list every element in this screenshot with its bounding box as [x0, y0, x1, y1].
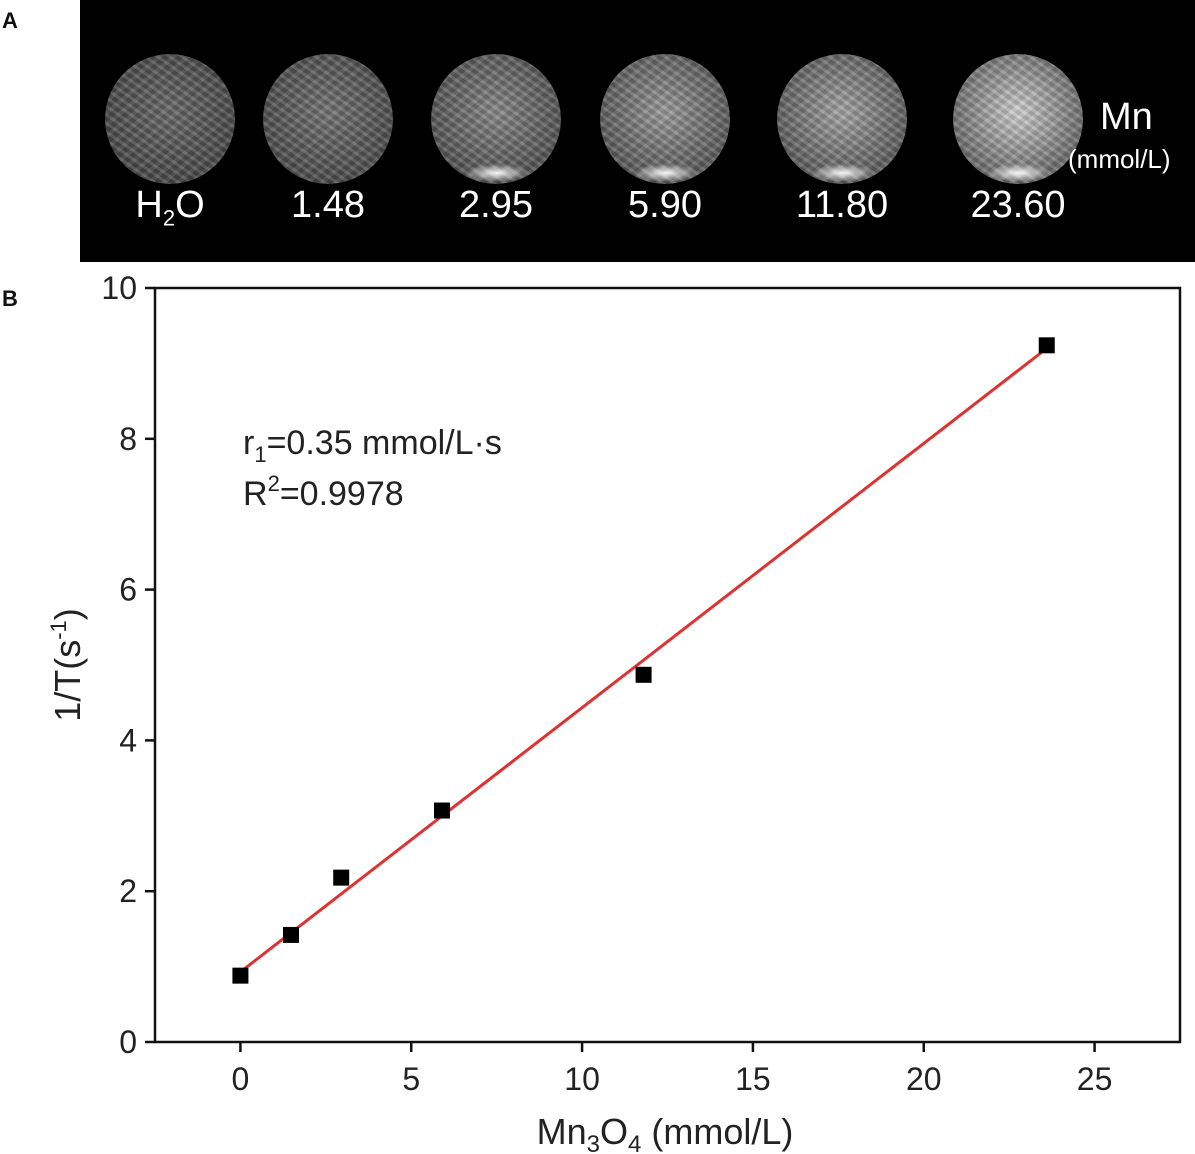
r1-annotation: r1=0.35 mmol/L·s [243, 424, 502, 467]
sample-highlight [632, 164, 698, 182]
sample-label: 2.95 [459, 184, 533, 226]
y-tick-label: 2 [119, 873, 137, 909]
fit-line [239, 347, 1048, 974]
data-point [282, 926, 299, 943]
sample-label-subscript: 2 [162, 205, 176, 231]
sample-label: 1.48 [291, 184, 365, 226]
panel-a-label: A [2, 8, 18, 33]
sample-texture [953, 54, 1083, 184]
x-tick-label: 10 [564, 1061, 600, 1097]
x-tick-label: 20 [906, 1061, 942, 1097]
sample-texture [600, 54, 730, 184]
unit-symbol: Mn [1100, 96, 1153, 138]
sample-label: 5.90 [628, 184, 702, 226]
sample-label: H2O [135, 184, 205, 231]
sample-fill [263, 54, 393, 184]
y-tick-label: 0 [119, 1024, 137, 1060]
sample-disc [777, 54, 907, 184]
data-point [232, 967, 249, 984]
r2-annotation: R2=0.9978 [243, 471, 404, 513]
x-tick-label: 5 [402, 1061, 420, 1097]
sample-highlight [809, 164, 875, 182]
data-point [434, 802, 450, 819]
unit-text: (mmol/L) [1068, 144, 1171, 174]
sample-fill [953, 54, 1083, 184]
sample-fill [777, 54, 907, 184]
x-axis: 0 5 10 15 20 25 [232, 1042, 1113, 1097]
sample-fill [600, 54, 730, 184]
y-tick-label: 10 [101, 270, 137, 306]
x-tick-label: 25 [1077, 1061, 1113, 1097]
y-tick-label: 6 [119, 572, 137, 608]
sample-texture [263, 54, 393, 184]
sample-disc [105, 54, 235, 184]
y-tick-label: 4 [119, 722, 137, 758]
y-axis: 0 2 4 6 8 10 [101, 270, 155, 1060]
panel-b-label: B [2, 286, 18, 311]
x-tick-label: 15 [735, 1061, 771, 1097]
points-layer [232, 337, 1055, 984]
fit-layer [239, 347, 1048, 974]
x-axis-title: Mn3O4 (mmol/L) [537, 1111, 794, 1154]
x-tick-label: 0 [232, 1061, 250, 1097]
sample-disc [600, 54, 730, 184]
sample-highlight [463, 164, 529, 182]
sample-disc [431, 54, 561, 184]
sample-disc [263, 54, 393, 184]
sample-label: 23.60 [970, 184, 1066, 226]
sample-label: 11.80 [795, 184, 889, 226]
sample-highlight [985, 164, 1051, 182]
sample-texture [777, 54, 907, 184]
plot-frame [153, 286, 1182, 1044]
mri-image-panel: H2O 1.48 2.95 5.90 11.80 23.60 Mn (mmol/L) [80, 0, 1195, 262]
sample-texture [105, 54, 235, 184]
sample-disc [953, 54, 1083, 184]
data-point [333, 869, 350, 886]
sample-texture [431, 54, 561, 184]
data-point [1038, 337, 1055, 354]
relaxivity-chart: 0 2 4 6 8 10 0 5 10 15 20 25 r1=0.35 mmol/L·s R2=0… [46, 270, 1182, 1154]
data-point [635, 666, 652, 683]
sample-fill [431, 54, 561, 184]
y-axis-title: 1/T(s-1) [46, 608, 88, 722]
sample-fill [105, 54, 235, 184]
y-tick-label: 8 [119, 421, 137, 457]
